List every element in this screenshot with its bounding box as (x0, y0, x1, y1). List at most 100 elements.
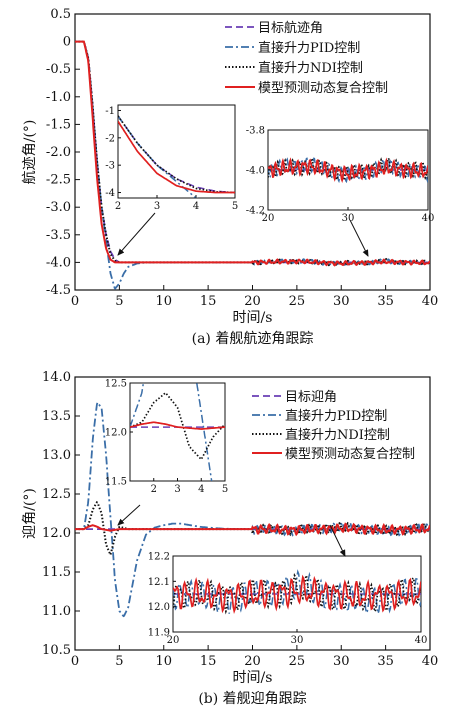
x-tick-label: 0 (71, 654, 79, 669)
x-tick-label: 40 (422, 294, 439, 309)
figure-caption: (b) 着舰迎角跟踪 (198, 691, 306, 707)
legend-label: 直接升力NDI控制 (258, 60, 363, 76)
legend-label: 目标迎角 (285, 390, 337, 405)
inset-x-tick-label: 20 (167, 635, 180, 646)
y-tick-label: -2.5 (46, 173, 71, 188)
inset-plot: 2 3 4 5 -4 -3 -2 -1 (105, 104, 238, 212)
x-tick-label: 5 (115, 294, 123, 309)
y-tick-label: 14.0 (42, 370, 71, 385)
inset-y-tick-label: -4 (105, 188, 115, 199)
x-tick-label: 5 (115, 654, 123, 669)
y-tick-label: -1.5 (46, 117, 71, 132)
x-tick-label: 15 (200, 294, 217, 309)
x-axis-label: 时间/s (233, 310, 273, 326)
inset-series-line (130, 383, 213, 481)
inset-y-tick-label: -1 (105, 106, 115, 117)
y-tick-label: 12.0 (42, 526, 71, 541)
x-tick-label: 20 (244, 654, 261, 669)
zoom-arrow (117, 504, 141, 526)
series-line (75, 40, 430, 267)
legend-label: 直接升力PID控制 (258, 40, 360, 56)
y-tick-label: -3.0 (46, 200, 71, 215)
inset-y-tick-label: 11.9 (148, 628, 170, 639)
inset-x-tick-label: 40 (422, 213, 435, 224)
x-tick-label: 30 (333, 654, 350, 669)
inset-y-tick-label: 12.2 (148, 552, 170, 563)
x-tick-label: 15 (200, 654, 217, 669)
inset-y-tick-label: -4.0 (246, 166, 265, 177)
inset-x-tick-label: 5 (222, 484, 228, 495)
y-tick-label: 11.5 (42, 565, 71, 580)
series-group (75, 400, 430, 618)
inset-y-tick-label: -3.8 (246, 126, 265, 137)
zoom-arrow (117, 212, 156, 256)
inset-frame (129, 382, 226, 482)
x-tick-label: 10 (155, 654, 172, 669)
inset-y-tick-label: -2 (105, 133, 115, 144)
figure-caption: (a) 着舰航迹角跟踪 (192, 331, 314, 347)
inset-x-tick-label: 3 (154, 201, 160, 212)
zoom-arrow (349, 219, 369, 257)
inset-y-tick-label: -3 (105, 161, 115, 172)
legend-label: 模型预测动态复合控制 (285, 447, 415, 462)
x-tick-label: 0 (71, 294, 79, 309)
y-axis-label: 迎角/(°) (22, 488, 38, 539)
inset-y-tick-label: -4.2 (246, 206, 265, 217)
inset-series-line (173, 574, 421, 615)
series-line (75, 522, 430, 537)
series-line (75, 40, 430, 290)
y-tick-label: 12.5 (42, 487, 71, 502)
inset-series-line (173, 572, 421, 615)
inset-x-tick-label: 30 (291, 635, 304, 646)
inset-series-line (130, 421, 225, 430)
y-tick-label: -2.0 (46, 145, 71, 160)
x-tick-label: 35 (377, 654, 394, 669)
x-tick-label: 40 (422, 654, 439, 669)
inset-plot: 20 30 40 -4.2 -4.0 -3.8 (246, 126, 435, 225)
y-axis-label: 航迹角/(°) (22, 120, 38, 185)
series-group (75, 40, 430, 290)
y-tick-label: 13.0 (42, 448, 71, 463)
x-tick-label: 25 (289, 294, 306, 309)
inset-x-tick-label: 2 (115, 201, 121, 212)
x-tick-label: 30 (333, 294, 350, 309)
inset-x-tick-label: 4 (193, 201, 199, 212)
y-tick-label: -3.5 (46, 228, 71, 243)
x-tick-label: 25 (289, 654, 306, 669)
inset-frame (117, 104, 236, 199)
legend-label: 模型预测动态复合控制 (258, 81, 388, 96)
inset-series-line (118, 115, 199, 198)
inset-y-tick-label: 11.5 (105, 477, 127, 488)
legend-label: 直接升力PID控制 (285, 408, 387, 424)
x-axis-label: 时间/s (233, 670, 273, 686)
y-tick-label: 10.5 (42, 643, 71, 658)
inset-x-tick-label: 5 (232, 201, 238, 212)
legend-label: 直接升力NDI控制 (285, 427, 390, 443)
y-tick-label: -4.0 (46, 255, 71, 270)
chart-b-attack-angle: 0 5 10 15 20 25 30 35 4010.511.011.512.012.513.0… (22, 370, 439, 707)
y-tick-label: 13.5 (42, 409, 71, 424)
inset-y-tick-label: 12.0 (148, 602, 170, 613)
y-tick-label: 11.0 (42, 604, 71, 619)
inset-y-tick-label: 12.1 (148, 577, 170, 588)
inset-x-tick-label: 2 (151, 484, 157, 495)
inset-series-line (130, 391, 225, 461)
inset-plot: 20 30 40 11.9 12.0 12.1 12.2 (148, 552, 428, 647)
inset-plot: 2 3 4 5 11.5 12.0 12.5 (105, 379, 228, 496)
inset-x-tick-label: 30 (342, 213, 355, 224)
inset-x-tick-label: 20 (262, 213, 275, 224)
x-tick-label: 35 (377, 294, 394, 309)
y-tick-label: 0.5 (50, 7, 71, 22)
zoom-arrow (329, 524, 346, 557)
y-tick-label: 0 (63, 35, 71, 50)
inset-x-tick-label: 3 (174, 484, 180, 495)
inset-series-line (118, 120, 235, 194)
legend-label: 目标航迹角 (258, 20, 323, 36)
inset-x-tick-label: 4 (198, 484, 204, 495)
chart-a-track-angle: 0 5 10 15 20 25 30 35 40-4.5-4.0-3.5-3.0-2.5-2.0… (22, 7, 438, 347)
x-tick-label: 20 (244, 294, 261, 309)
inset-y-tick-label: 12.0 (105, 428, 127, 439)
